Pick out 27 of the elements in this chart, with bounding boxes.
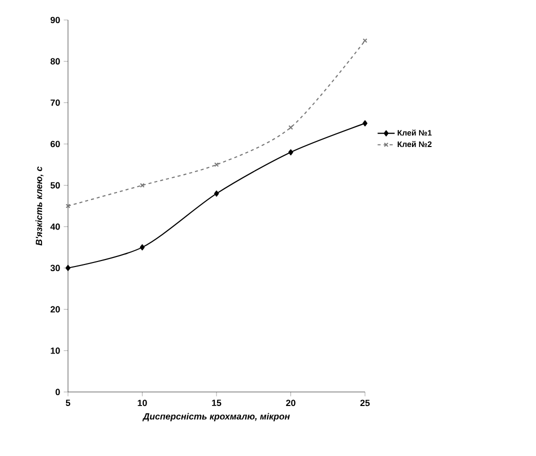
y-axis-title: В'язкість клею, с	[36, 166, 44, 246]
y-tick-label: 0	[56, 388, 60, 396]
point	[362, 120, 368, 126]
point	[214, 190, 219, 197]
point	[362, 38, 368, 43]
point	[140, 244, 145, 250]
y-tick-label: 30	[50, 264, 60, 272]
y-tick-label: 50	[50, 182, 60, 189]
point	[288, 149, 294, 156]
y-tick-label: 90	[50, 16, 60, 24]
x-tick-label: 15	[212, 400, 222, 406]
point	[214, 162, 219, 167]
x-axis-title: Дисперсність крохмалю, мікрон	[142, 412, 290, 422]
x-tick-label: 25	[360, 400, 370, 406]
y-tick-label: 20	[50, 306, 60, 312]
point	[66, 204, 70, 208]
point	[288, 125, 294, 130]
y-tick-label: 10	[50, 347, 60, 354]
point	[140, 183, 145, 188]
y-tick-label: 40	[50, 223, 60, 230]
point	[66, 264, 70, 272]
x-tick-label: 10	[138, 400, 147, 406]
y-tick-label: 60	[50, 140, 60, 148]
y-tick-label: 80	[50, 58, 60, 65]
x-tick-label: 20	[286, 400, 296, 406]
x-tick-label: 5	[66, 400, 70, 406]
y-tick-label: 70	[50, 99, 60, 106]
